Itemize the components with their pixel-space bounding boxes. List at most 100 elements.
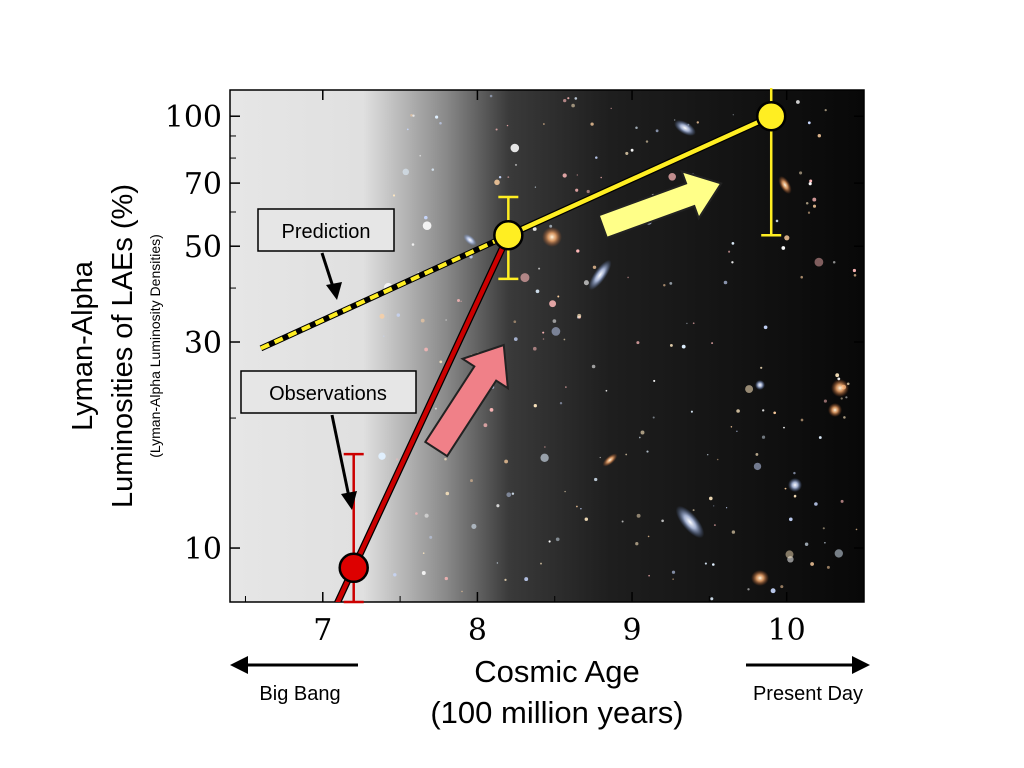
star — [600, 176, 602, 179]
galaxy — [542, 227, 562, 247]
star — [692, 322, 695, 325]
star — [855, 528, 858, 531]
star — [542, 331, 545, 334]
star — [504, 578, 507, 582]
x-tick-label: 8 — [468, 613, 487, 648]
star — [494, 179, 500, 186]
star — [710, 597, 714, 601]
galaxy — [755, 380, 765, 390]
star — [711, 342, 714, 345]
star — [731, 530, 736, 534]
star — [575, 188, 579, 192]
star — [540, 453, 549, 462]
y-tick-label: 30 — [184, 326, 222, 361]
star — [507, 176, 510, 178]
star — [834, 549, 843, 558]
star — [540, 562, 542, 565]
star — [415, 512, 418, 515]
y-axis-title: Lyman-Alpha Luminosities of LAEs (%) (Ly… — [67, 184, 163, 508]
star — [395, 458, 399, 461]
star — [635, 126, 638, 130]
star — [393, 573, 397, 577]
y-tick-label: 70 — [184, 167, 222, 202]
star — [796, 100, 800, 104]
star — [763, 325, 768, 330]
star — [498, 175, 502, 179]
star — [543, 123, 545, 125]
star — [445, 491, 450, 496]
star — [555, 537, 560, 542]
star — [379, 313, 385, 319]
star — [571, 103, 575, 108]
star — [696, 121, 700, 124]
star — [730, 426, 733, 428]
present-day-arrow: Present Day — [746, 656, 870, 705]
present-day-label: Present Day — [753, 683, 863, 705]
star — [533, 404, 537, 408]
galaxy — [751, 570, 769, 586]
star — [551, 327, 561, 336]
star — [419, 154, 422, 157]
star — [563, 98, 567, 103]
star — [809, 179, 813, 183]
star — [431, 168, 435, 171]
star — [538, 267, 541, 270]
star — [713, 505, 715, 507]
star — [781, 246, 786, 250]
star — [812, 197, 817, 202]
star — [470, 479, 473, 483]
star — [489, 94, 493, 98]
star — [422, 552, 425, 554]
star — [773, 411, 777, 415]
star — [826, 565, 830, 569]
star — [824, 108, 827, 112]
star — [793, 494, 797, 498]
big-bang-arrow: Big Bang — [230, 656, 358, 705]
star — [378, 452, 386, 460]
star — [532, 227, 537, 231]
star — [648, 574, 650, 577]
star — [424, 215, 428, 220]
star — [822, 527, 825, 530]
x-label: Cosmic Age — [474, 654, 639, 689]
star — [840, 499, 844, 503]
star — [610, 107, 612, 110]
y-tick-label: 50 — [184, 230, 222, 265]
star — [534, 186, 537, 188]
star — [824, 542, 826, 544]
star — [627, 276, 629, 279]
star — [845, 396, 848, 399]
plot-frame — [229, 89, 865, 603]
star — [800, 275, 803, 279]
star — [852, 268, 857, 273]
star — [788, 517, 793, 522]
star — [605, 389, 608, 392]
star — [728, 250, 731, 253]
star — [636, 513, 641, 518]
star — [417, 271, 419, 273]
star — [645, 140, 649, 143]
star — [580, 508, 582, 510]
star — [784, 487, 787, 490]
star — [552, 319, 557, 323]
y-tick-label: 10 — [184, 532, 222, 567]
star — [723, 280, 728, 285]
star — [832, 260, 836, 264]
star — [804, 542, 809, 546]
star — [799, 171, 803, 175]
star — [835, 373, 840, 378]
star — [843, 416, 846, 419]
star — [762, 409, 765, 412]
star — [520, 273, 530, 283]
star — [681, 344, 686, 349]
star — [674, 119, 676, 121]
star — [706, 453, 709, 456]
star — [630, 148, 634, 152]
star — [563, 338, 566, 341]
star — [726, 507, 728, 509]
star — [755, 452, 759, 456]
star — [460, 300, 462, 303]
star — [445, 319, 447, 321]
star — [406, 128, 409, 131]
